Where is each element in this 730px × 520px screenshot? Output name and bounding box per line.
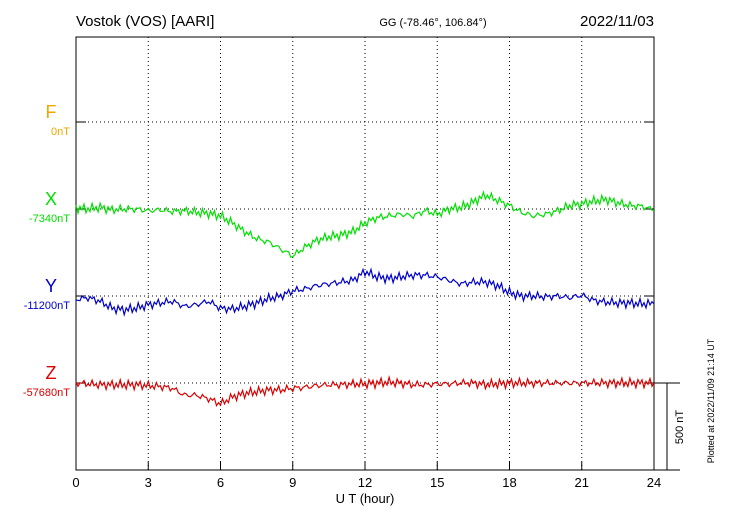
x-tick-label-0: 0 xyxy=(72,475,79,490)
series-lines xyxy=(75,190,655,408)
vertical-gridlines xyxy=(147,37,583,470)
x-axis-label: U T (hour) xyxy=(336,491,395,506)
plotted-note: Plotted at 2022/11/09 21:14 UT xyxy=(706,338,716,463)
coords-label: GG (-78.46°, 106.84°) xyxy=(379,17,486,29)
series-line-Z xyxy=(75,375,655,408)
x-tick-label-12: 12 xyxy=(358,475,372,490)
series-baseline-Y: -11200nT xyxy=(24,300,71,312)
x-tick-label-9: 9 xyxy=(289,475,296,490)
station-title: Vostok (VOS) [AARI] xyxy=(76,13,214,30)
scale-label: 500 nT xyxy=(674,410,686,445)
x-tick-label-24: 24 xyxy=(647,475,661,490)
x-axis-ticks: 0 3 6 9 12 15 18 21 24 xyxy=(72,462,661,490)
series-baseline-Z: -57680nT xyxy=(23,387,70,399)
series-name-Y: Y xyxy=(45,276,57,296)
x-tick-label-15: 15 xyxy=(430,475,444,490)
series-baseline-X: -7340nT xyxy=(29,213,70,225)
series-baseline-F: 0nT xyxy=(51,126,70,138)
series-name-X: X xyxy=(45,189,57,209)
date-label: 2022/11/03 xyxy=(580,13,654,30)
x-tick-label-21: 21 xyxy=(575,475,589,490)
series-labels: F 0nT X -7340nT Y -11200nT Z -57680nT xyxy=(23,102,70,399)
scale-bar: 500 nT xyxy=(654,382,686,471)
series-line-Y xyxy=(75,267,655,318)
x-tick-label-6: 6 xyxy=(217,475,224,490)
x-tick-label-3: 3 xyxy=(145,475,152,490)
x-tick-label-18: 18 xyxy=(502,475,516,490)
series-name-F: F xyxy=(46,102,57,122)
series-line-X xyxy=(75,190,655,258)
series-name-Z: Z xyxy=(46,363,57,383)
